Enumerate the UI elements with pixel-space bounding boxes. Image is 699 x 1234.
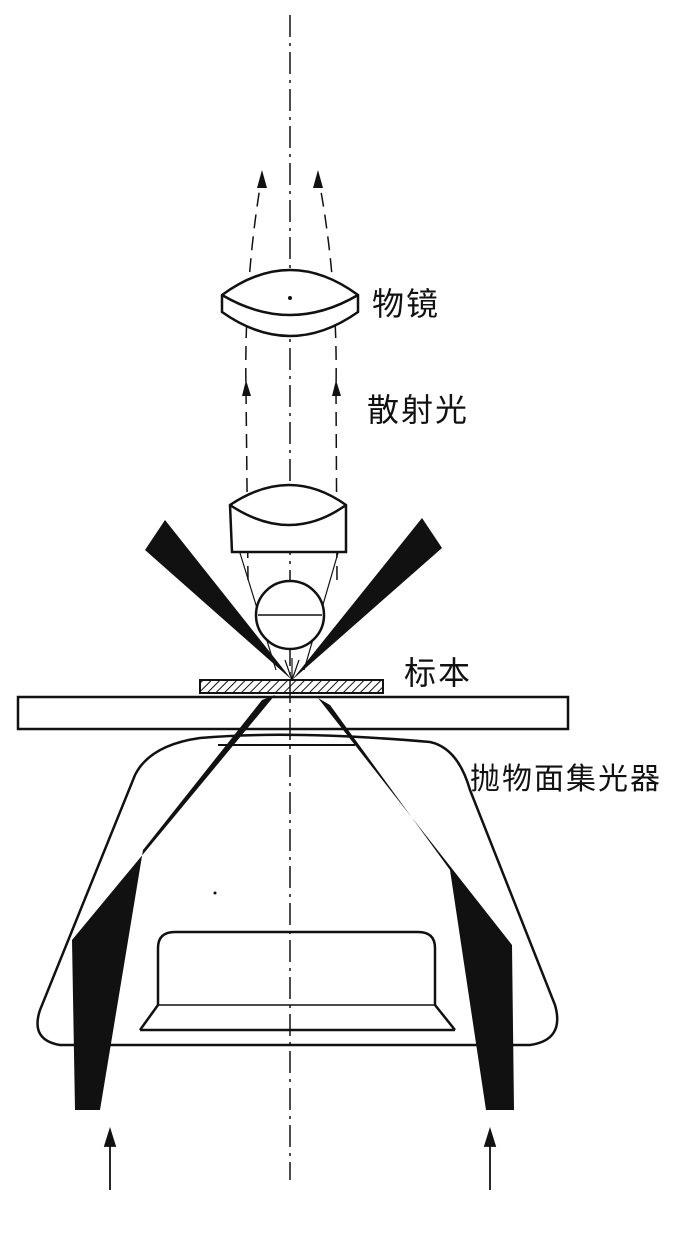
specimen-rays <box>284 658 300 681</box>
condenser-label: 抛物面集光器 <box>470 762 662 797</box>
objective-label: 物镜 <box>372 285 441 323</box>
central-stop <box>138 930 456 1032</box>
objective-center-dot <box>288 296 292 300</box>
objective-lens <box>220 268 360 338</box>
stage-plate <box>16 695 570 731</box>
front-lens <box>228 483 348 554</box>
incoming-light-arrows <box>103 1126 497 1190</box>
illumination-beams <box>72 518 514 1110</box>
condenser-dot <box>213 891 217 895</box>
specimen-slide <box>199 679 384 694</box>
scattered-light-label: 散射光 <box>367 391 470 429</box>
parabolic-condenser <box>36 733 559 1047</box>
ray-arrowheads <box>242 170 341 396</box>
specimen-label: 标本 <box>404 654 473 692</box>
hemisphere-lens <box>254 579 326 651</box>
